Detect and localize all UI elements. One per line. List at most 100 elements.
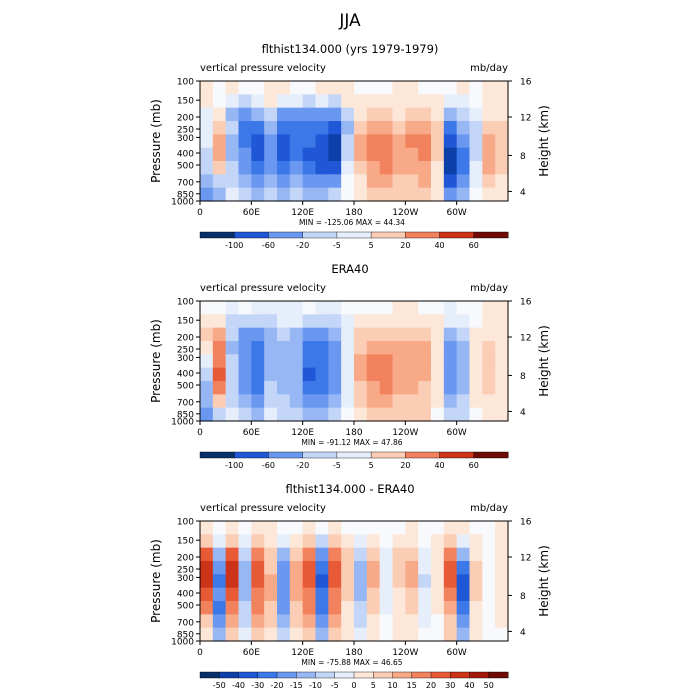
heatmap-cell (238, 367, 252, 382)
heatmap-cell (277, 367, 291, 382)
y-tick-label: 1000 (171, 638, 194, 648)
heatmap-cell (469, 367, 483, 382)
heatmap-cell (251, 394, 265, 409)
heatmap-cell (482, 407, 496, 422)
x-tick-label: 180 (345, 428, 362, 438)
heatmap-cell (341, 161, 355, 175)
heatmap-cell (328, 354, 342, 369)
heatmap-cell (315, 561, 329, 575)
y-tick-label: 400 (177, 370, 194, 380)
heatmap-cell (341, 381, 355, 395)
heatmap-cell (495, 327, 509, 342)
heatmap-cell (212, 147, 227, 162)
heatmap-cell (212, 107, 227, 122)
colorbar-label: 15 (407, 681, 417, 690)
heatmap-cell (277, 81, 291, 95)
y-tick-label: 200 (177, 334, 194, 344)
heatmap-cell (225, 107, 240, 122)
heatmap-cell (469, 94, 483, 109)
heatmap-cell (379, 134, 394, 149)
heatmap-cell (495, 174, 509, 189)
heatmap-cell (354, 81, 368, 95)
heatmap-cell (469, 161, 483, 175)
colorbar-label: -60 (262, 461, 275, 470)
colorbar-label: 20 (400, 461, 410, 470)
heatmap-cell (302, 147, 317, 162)
colorbar-label: -15 (290, 681, 303, 690)
heatmap-cell (225, 574, 240, 589)
min-max-stats: MIN = -75.88 MAX = 46.65 (301, 658, 402, 667)
heatmap-cell (302, 534, 317, 549)
heatmap-cell (238, 134, 252, 149)
y2-tick-label: 4 (520, 628, 526, 638)
colorbar-label: -20 (296, 241, 309, 250)
heatmap-cell (405, 521, 419, 535)
heatmap-cell (264, 627, 278, 642)
units-label: mb/day (470, 503, 508, 514)
heatmap-cell (366, 327, 381, 342)
heatmap-cell (341, 341, 355, 355)
heatmap-cell (392, 107, 406, 122)
heatmap-cell (251, 94, 265, 109)
heatmap-cell (251, 314, 265, 329)
heatmap-cell (200, 314, 214, 329)
heatmap-cell (277, 561, 291, 575)
heatmap-cell (431, 94, 445, 109)
y-axis-title: Pressure (mb) (149, 539, 163, 623)
heatmap-cell (264, 574, 278, 589)
heatmap-cell (495, 81, 509, 95)
heatmap-cell (405, 534, 419, 549)
heatmap-cell (418, 587, 432, 602)
y-tick-label: 700 (177, 398, 194, 408)
colorbar-label: 30 (445, 681, 455, 690)
heatmap-cell (225, 367, 240, 382)
heatmap-cell (302, 547, 317, 562)
y-tick-label: 150 (177, 97, 194, 107)
heatmap-cell (443, 327, 458, 342)
heatmap-cell (418, 534, 432, 549)
heatmap-cell (366, 574, 381, 589)
heatmap-cell (495, 614, 509, 629)
heatmap-cell (469, 147, 483, 162)
heatmap-cell (443, 314, 458, 329)
heatmap-cell (341, 614, 355, 629)
heatmap-cells (200, 301, 509, 422)
heatmap-cell (405, 574, 419, 589)
heatmap-cell (238, 354, 252, 369)
panel-title: ERA40 (331, 262, 368, 276)
heatmap-cell (341, 407, 355, 422)
heatmap-cell (328, 394, 342, 409)
heatmap-cell (431, 367, 445, 382)
heatmap-cell (212, 121, 227, 135)
y2-tick-label: 12 (520, 334, 531, 344)
heatmap-cell (379, 81, 394, 95)
heatmap-cell (200, 147, 214, 162)
heatmap-cell (315, 521, 329, 535)
heatmap-cell (456, 521, 471, 535)
colorbar-swatch (336, 451, 372, 459)
x-tick-label: 60E (243, 648, 260, 658)
heatmap-cell (251, 587, 265, 602)
heatmap-cell (469, 327, 483, 342)
heatmap-cell (212, 614, 227, 629)
heatmap-cell (495, 394, 509, 409)
heatmap-cell (456, 601, 471, 615)
colorbar-label: 20 (400, 241, 410, 250)
colorbar-swatch (268, 231, 304, 239)
heatmap-cell (264, 614, 278, 629)
heatmap-cell (456, 107, 471, 122)
heatmap-cell (482, 341, 496, 355)
x-tick-label: 60W (446, 428, 466, 438)
y2-tick-label: 16 (520, 78, 532, 88)
heatmap-cell (341, 94, 355, 109)
heatmap-cell (315, 547, 329, 562)
heatmap-cell (443, 341, 458, 355)
heatmap-cell (264, 561, 278, 575)
colorbar-swatch (439, 231, 475, 239)
colorbar-swatch (199, 231, 235, 239)
heatmap-cell (379, 574, 394, 589)
heatmap-cell (418, 161, 432, 175)
y-tick-label: 850 (177, 630, 194, 640)
colorbar-label: -20 (270, 681, 283, 690)
heatmap-cell (354, 354, 368, 369)
